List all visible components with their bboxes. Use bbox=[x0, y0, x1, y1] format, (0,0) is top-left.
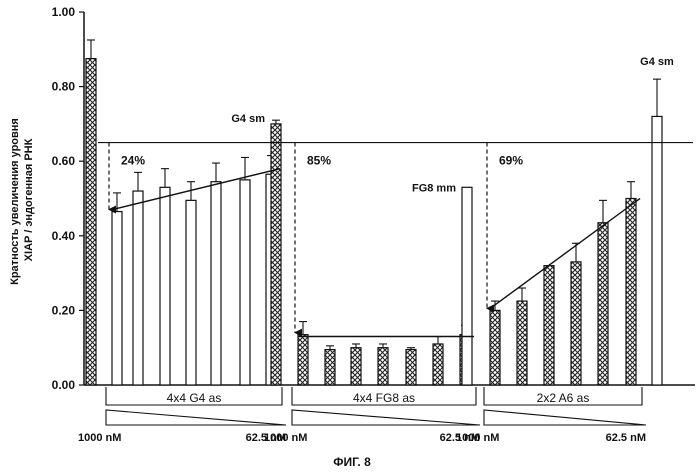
y-axis-label: Кратность увеличения уровня XIAP / эндог… bbox=[9, 115, 35, 285]
concentration-end-label: 62.5 nM bbox=[606, 432, 646, 444]
bar bbox=[271, 124, 281, 385]
bar bbox=[490, 310, 500, 385]
control-bar-label: G4 sm bbox=[640, 56, 674, 68]
y-tick-label: 0.80 bbox=[52, 80, 76, 94]
concentration-wedge bbox=[292, 410, 480, 425]
control-bar-label: FG8 mm bbox=[412, 182, 456, 194]
group-label: 2x2 A6 as bbox=[537, 391, 590, 405]
bar bbox=[186, 200, 196, 385]
concentration-wedge bbox=[484, 410, 646, 425]
group-labels: 4x4 G4 as 1000 nM 62.5 nM 4x4 FG8 as 1000 nM… bbox=[78, 387, 646, 444]
bar bbox=[406, 350, 416, 385]
bar bbox=[325, 350, 335, 385]
y-tick-label: 1.00 bbox=[52, 5, 76, 19]
y-tick-label: 0.20 bbox=[52, 303, 76, 317]
concentration-start-label: 1000 nM bbox=[456, 432, 499, 444]
bar bbox=[598, 223, 608, 385]
bar bbox=[240, 180, 250, 385]
bar bbox=[652, 116, 662, 385]
group-label: 4x4 FG8 as bbox=[353, 391, 415, 405]
y-tick-label: 0.00 bbox=[52, 378, 76, 392]
bar bbox=[517, 301, 527, 385]
group-label: 4x4 G4 as bbox=[167, 391, 222, 405]
y-tick-label: 0.40 bbox=[52, 229, 76, 243]
reduction-label: 24% bbox=[121, 154, 145, 168]
concentration-start-label: 1000 nM bbox=[264, 432, 307, 444]
y-axis-label-line-2: XIAP / эндогенная РНК bbox=[23, 138, 35, 261]
bar bbox=[211, 182, 221, 385]
control-bar-label: G4 sm bbox=[231, 113, 265, 125]
bar bbox=[571, 262, 581, 385]
bar bbox=[86, 59, 96, 385]
reduction-label: 69% bbox=[499, 154, 523, 168]
bar bbox=[378, 348, 388, 385]
y-tick-label: 0.60 bbox=[52, 154, 76, 168]
trend-line bbox=[490, 199, 640, 309]
bar bbox=[133, 191, 143, 385]
bar bbox=[160, 187, 170, 385]
bar bbox=[433, 344, 443, 385]
bar bbox=[351, 348, 361, 385]
y-axis-label-line-1: Кратность увеличения уровня bbox=[9, 118, 21, 285]
bar bbox=[462, 187, 472, 385]
bars bbox=[86, 40, 662, 385]
reduction-label: 85% bbox=[307, 154, 331, 168]
concentration-start-label: 1000 nM bbox=[78, 432, 121, 444]
figure-caption: ФИГ. 8 bbox=[333, 455, 371, 469]
bar bbox=[626, 199, 636, 386]
bar bbox=[544, 266, 554, 385]
bar bbox=[112, 212, 122, 385]
concentration-wedge bbox=[106, 410, 286, 425]
bar bbox=[298, 335, 308, 385]
